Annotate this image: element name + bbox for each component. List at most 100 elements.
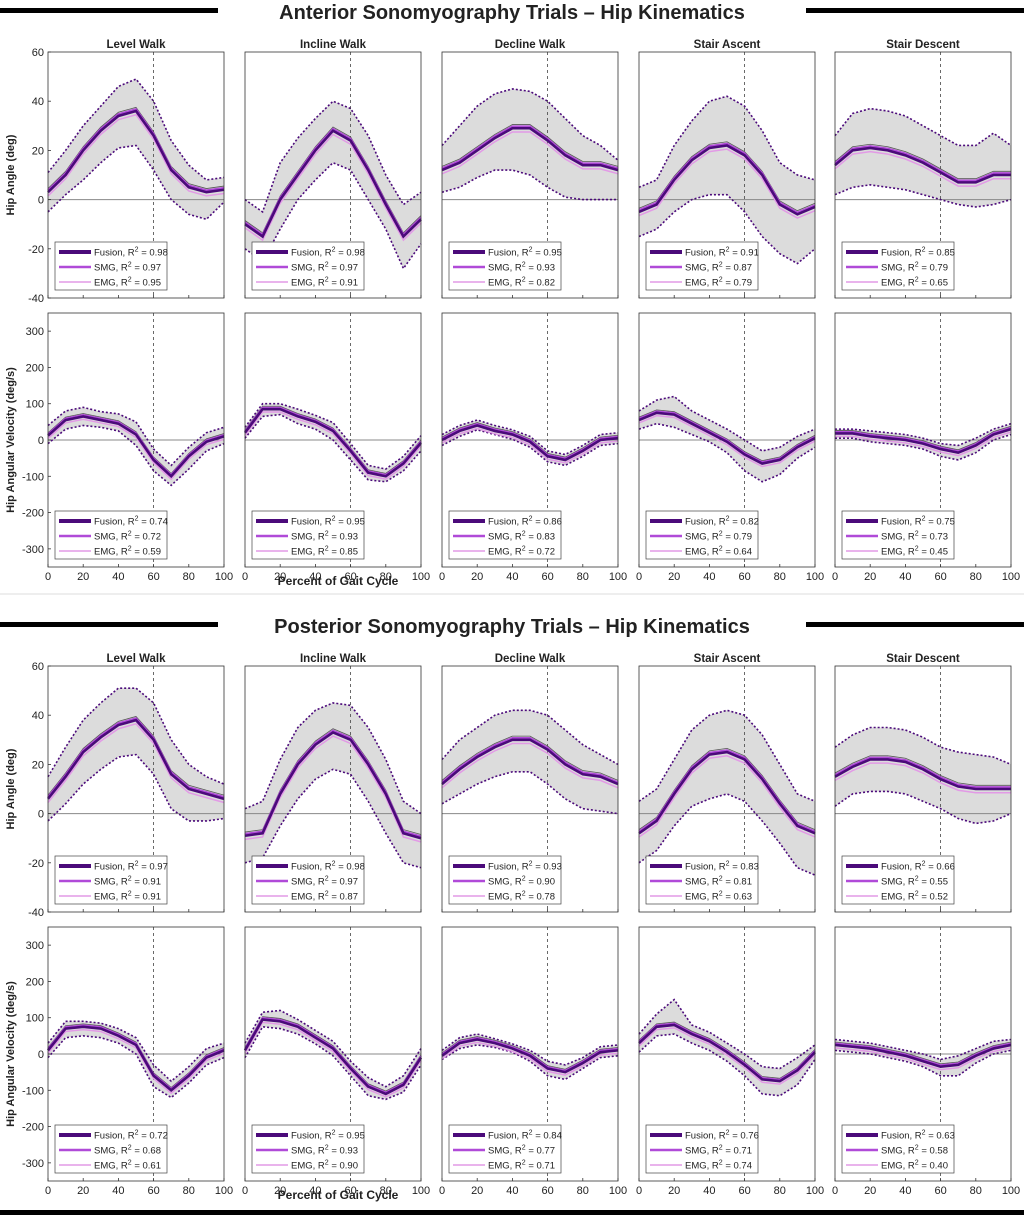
y-tick-label: 60 xyxy=(32,661,44,673)
panel-velocity: 0 20 40 60 80 100 Fusion, R2 = 0.95 SMG, R2 = 0… xyxy=(242,926,430,1197)
y-tick-label: 100 xyxy=(26,1013,44,1025)
title-rule-left xyxy=(0,8,218,13)
upper-bound-line xyxy=(244,402,422,470)
y-tick-label: -200 xyxy=(22,1122,44,1134)
upper-bound-line xyxy=(441,709,619,766)
panel-angle: Stair Descent Fusion, R2 = 0.66 SMG, R2 = … xyxy=(834,653,1012,913)
emg-line xyxy=(441,742,619,789)
y-tick-label: 20 xyxy=(32,759,44,771)
legend-entry-fusion: Fusion, R2 = 0.63 xyxy=(881,1130,955,1142)
fusion-line xyxy=(243,407,422,478)
x-tick-label: 20 xyxy=(77,571,89,583)
chart-grid: Hip Angle (deg) Level Walk6040200-20-40Fu… xyxy=(0,39,1024,1202)
bottom-rule xyxy=(0,1210,1024,1215)
legend-entry-emg: EMG, R2 = 0.63 xyxy=(685,891,752,903)
legend: Fusion, R2 = 0.97 SMG, R2 = 0.91 EMG, R2 =… xyxy=(54,855,168,905)
legend-entry-emg: EMG, R2 = 0.74 xyxy=(685,1160,752,1172)
measured-line xyxy=(244,405,422,474)
legend-entry-smg: SMG, R2 = 0.91 xyxy=(94,876,161,888)
y-tick-label: 20 xyxy=(32,145,44,157)
upper-bound-line xyxy=(441,88,619,161)
measured-line xyxy=(441,735,619,781)
legend-entry-emg: EMG, R2 = 0.85 xyxy=(291,546,358,558)
panel-title: Decline Walk xyxy=(495,39,566,51)
fusion-line xyxy=(47,415,225,479)
x-tick-label: 20 xyxy=(864,1185,876,1197)
legend-entry-smg: SMG, R2 = 0.79 xyxy=(881,262,948,274)
lower-bound-line xyxy=(47,144,225,221)
upper-bound-line xyxy=(638,709,816,803)
legend-entry-smg: SMG, R2 = 0.71 xyxy=(685,1145,752,1157)
legend: Fusion, R2 = 0.95 SMG, R2 = 0.93 EMG, R2 =… xyxy=(251,1124,365,1174)
x-tick-label: 100 xyxy=(412,1185,430,1197)
legend: Fusion, R2 = 0.75 SMG, R2 = 0.73 EMG, R2 =… xyxy=(841,510,955,560)
emg-line xyxy=(638,414,816,468)
measured-line xyxy=(47,413,225,474)
plot-frame xyxy=(834,51,1012,299)
y-tick-label: 200 xyxy=(26,362,44,374)
legend-entry-fusion: Fusion, R2 = 0.93 xyxy=(488,861,562,873)
x-tick-label: 20 xyxy=(471,571,483,583)
legend-entry-smg: SMG, R2 = 0.87 xyxy=(685,262,752,274)
x-tick-label: 80 xyxy=(380,571,392,583)
legend-entry-smg: SMG, R2 = 0.93 xyxy=(291,531,358,543)
y-axis-label: Hip Angle (deg) xyxy=(5,134,17,215)
legend: Fusion, R2 = 0.98 SMG, R2 = 0.97 EMG, R2 =… xyxy=(54,241,168,291)
plot-frame xyxy=(441,665,619,913)
legend-entry-smg: SMG, R2 = 0.79 xyxy=(685,531,752,543)
x-tick-label: 80 xyxy=(970,1185,982,1197)
x-tick-label: 60 xyxy=(738,571,750,583)
legend-entry-emg: EMG, R2 = 0.65 xyxy=(881,277,948,289)
legend-entry-fusion: Fusion, R2 = 0.91 xyxy=(685,247,759,259)
x-tick-label: 0 xyxy=(832,1185,838,1197)
upper-bound-line xyxy=(834,107,1012,147)
panel-angle: Stair Descent Fusion, R2 = 0.85 SMG, R2 = … xyxy=(834,39,1012,299)
x-tick-label: 40 xyxy=(309,1185,321,1197)
panel-velocity: 0 20 40 60 80 100 Fusion, R2 = 0.95 SMG, R2 = 0… xyxy=(242,312,430,583)
panel-angle: Stair Ascent Fusion, R2 = 0.91 SMG, R2 = 0… xyxy=(638,39,816,299)
fusion-line xyxy=(243,1018,423,1096)
plot-frame xyxy=(638,926,816,1182)
x-tick-label: 60 xyxy=(147,1185,159,1197)
legend-entry-fusion: Fusion, R2 = 0.97 xyxy=(94,861,168,873)
legend-entry-fusion: Fusion, R2 = 0.95 xyxy=(488,247,562,259)
x-tick-label: 20 xyxy=(471,1185,483,1197)
lower-bound-line xyxy=(638,422,816,483)
x-tick-label: 20 xyxy=(274,571,286,583)
section-title-posterior: Posterior Sonomyography Trials – Hip Kin… xyxy=(274,616,750,638)
fusion-line xyxy=(638,411,816,465)
upper-bound-line xyxy=(47,1020,225,1083)
x-tick-label: 40 xyxy=(309,571,321,583)
x-tick-label: 60 xyxy=(934,1185,946,1197)
legend-entry-smg: SMG, R2 = 0.83 xyxy=(488,531,555,543)
section-charts: Hip Angle (deg) Level Walk6040200-20-40Fu… xyxy=(5,39,1020,588)
legend-entry-emg: EMG, R2 = 0.79 xyxy=(685,277,752,289)
measured-line xyxy=(638,141,816,212)
legend-entry-smg: SMG, R2 = 0.90 xyxy=(488,876,555,888)
x-tick-label: 0 xyxy=(439,571,445,583)
panel-velocity: 0 20 40 60 80 100 Fusion, R2 = 0.82 SMG, R2 = 0… xyxy=(636,312,824,583)
plot-frame xyxy=(441,926,619,1182)
panel-velocity: 0 20 40 60 80 100 Fusion, R2 = 0.86 SMG, R2 = 0… xyxy=(439,312,627,583)
upper-bound-line xyxy=(441,419,619,456)
legend: Fusion, R2 = 0.82 SMG, R2 = 0.79 EMG, R2 =… xyxy=(645,510,759,560)
upper-bound-line xyxy=(47,406,225,467)
panel-title: Stair Ascent xyxy=(694,653,761,665)
upper-bound-line xyxy=(834,1038,1012,1061)
legend-entry-smg: SMG, R2 = 0.58 xyxy=(881,1145,948,1157)
legend-entry-fusion: Fusion, R2 = 0.83 xyxy=(685,861,759,873)
legend-entry-fusion: Fusion, R2 = 0.95 xyxy=(291,1130,365,1142)
upper-bound-line xyxy=(638,998,816,1070)
x-tick-label: 0 xyxy=(832,571,838,583)
panel-angle: Level Walk 60 40 20 0 -20 -40 Fusion, R2 = 0.98… xyxy=(28,39,225,305)
measured-line xyxy=(441,124,619,167)
legend-entry-emg: EMG, R2 = 0.78 xyxy=(488,891,555,903)
variance-band xyxy=(48,79,224,220)
legend-entry-emg: EMG, R2 = 0.52 xyxy=(881,891,948,903)
fusion-line xyxy=(834,1043,1012,1069)
x-tick-label: 100 xyxy=(215,1185,233,1197)
legend: Fusion, R2 = 0.83 SMG, R2 = 0.81 EMG, R2 =… xyxy=(645,855,759,905)
emg-line xyxy=(244,133,422,242)
legend: Fusion, R2 = 0.95 SMG, R2 = 0.93 EMG, R2 =… xyxy=(251,510,365,560)
